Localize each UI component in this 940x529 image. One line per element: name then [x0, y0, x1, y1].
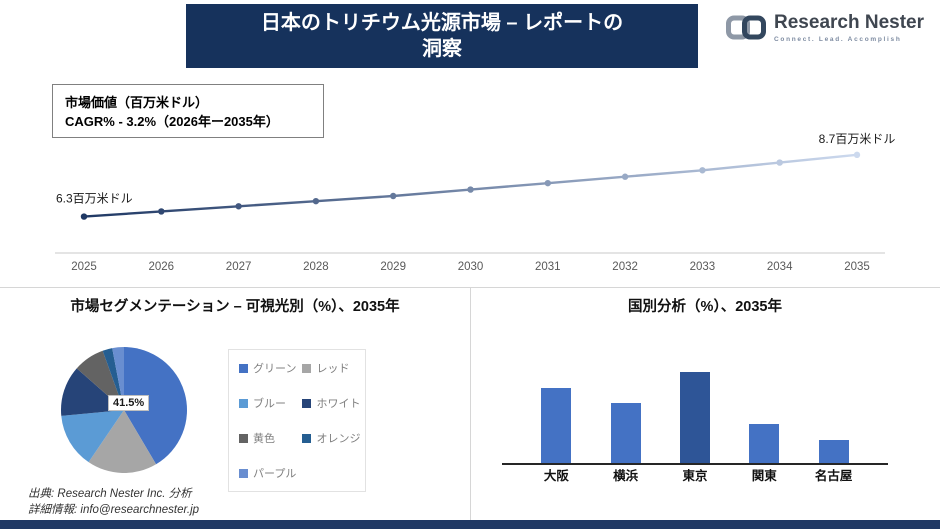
kpi-units-label: 市場価値（百万米ドル） [65, 95, 209, 110]
bar-column: 名古屋 [815, 372, 852, 483]
bar-category-label: 東京 [682, 469, 708, 483]
report-title-line1: 日本のトリチウム光源市場 – レポートの [260, 12, 624, 34]
line-series [83, 153, 858, 218]
legend-label: 黄色 [253, 433, 275, 445]
legend-swatch-icon [239, 363, 248, 373]
x-tick-label: 2033 [690, 261, 716, 273]
line-data-point [80, 213, 88, 220]
x-tick-label: 2025 [71, 261, 97, 273]
legend-label: グリーン [253, 363, 297, 375]
bar-関東 [749, 424, 780, 463]
logo-name: Research Nester [774, 12, 924, 33]
research-nester-logo: Research Nester Connect. Lead. Accomplis… [725, 13, 924, 43]
x-tick-label: 2031 [535, 261, 561, 273]
legend-label: レッド [316, 363, 350, 375]
line-data-point [235, 203, 242, 210]
footer-notes: 出典: Research Nester Inc. 分析 詳細情報: info@r… [28, 486, 199, 518]
pie-slice-レッド [88, 410, 157, 473]
bar-column: 関東 [749, 372, 780, 483]
legend-item: レッド [302, 360, 360, 376]
pie-section-title: 市場セグメンテーション – 可視光別（%）、2035年 [70, 299, 400, 315]
bar-東京 [679, 372, 710, 463]
legend-swatch-icon [239, 433, 248, 443]
bar-column: 大阪 [541, 372, 572, 483]
bar-section-title: 国別分析（%）、2035年 [628, 299, 782, 315]
legend-swatch-icon [302, 398, 312, 408]
line-data-point [621, 173, 629, 180]
x-tick-label: 2035 [844, 261, 870, 273]
x-tick-label: 2029 [380, 261, 406, 273]
x-tick-label: 2032 [612, 261, 638, 273]
contact-note: 詳細情報: info@researchnester.jp [28, 504, 200, 516]
legend-label: パープル [253, 468, 297, 480]
legend-swatch-icon [239, 398, 248, 408]
bar-column: 横浜 [610, 372, 641, 483]
line-data-point [312, 197, 320, 205]
report-title-line2: 洞察 [422, 38, 462, 60]
pie-slice-ブルー [61, 410, 124, 463]
bar-category-label: 大阪 [543, 469, 569, 483]
legend-swatch-icon [302, 363, 312, 373]
kpi-cagr-label: CAGR% - 3.2%（2026年ー2035年） [65, 114, 279, 129]
x-tick-label: 2034 [767, 261, 793, 273]
logo-text: Research Nester Connect. Lead. Accomplis… [774, 12, 924, 44]
x-tick-label: 2030 [458, 261, 484, 273]
report-title-banner: 日本のトリチウム光源市場 – レポートの 洞察 [186, 4, 698, 68]
legend-label: ブルー [253, 398, 286, 410]
line-data-point [390, 192, 397, 200]
bar-横浜 [610, 403, 641, 463]
market-line-chart: 2025 2026 2027 2028 2029 2030 2031 2032 2033 2034… [55, 132, 896, 273]
last-point-label: 8.7百万米ドル [819, 132, 896, 146]
horizontal-divider [0, 287, 940, 288]
kpi-box: 市場価値（百万米ドル） CAGR% - 3.2%（2026年ー2035年） [52, 84, 324, 138]
country-bar-chart: 大阪 横浜 東京 関東 名古屋 [502, 372, 888, 483]
x-tick-label: 2028 [303, 261, 329, 273]
x-tick-label: 2027 [226, 261, 252, 273]
legend-label: ホワイト [316, 398, 361, 410]
vertical-divider [470, 288, 471, 520]
legend-item: オレンジ [302, 430, 360, 446]
x-tick-label: 2026 [149, 261, 175, 273]
line-data-point [853, 151, 861, 159]
legend-item: グリーン [239, 360, 296, 376]
legend-swatch-icon [302, 433, 312, 443]
line-data-point [699, 167, 706, 174]
pie-legend: グリーン レッドブルー ホワイト黄色 オレンジパープル [228, 349, 366, 492]
bar-category-label: 関東 [751, 469, 777, 483]
line-data-point [544, 179, 551, 187]
source-note: 出典: Research Nester Inc. 分析 [28, 488, 192, 500]
legend-label: オレンジ [316, 433, 361, 445]
bar-名古屋 [818, 439, 849, 463]
bottom-accent-bar [0, 520, 940, 529]
legend-item: ホワイト [302, 395, 360, 411]
pie-value-callout: 41.5% [108, 395, 150, 411]
legend-item: パープル [239, 465, 296, 481]
legend-item: 黄色 [239, 430, 296, 446]
logo-tagline: Connect. Lead. Accomplish [774, 36, 902, 43]
pie-slice-グリーン [124, 347, 187, 465]
legend-swatch-icon [239, 468, 248, 478]
pie-slice-パープル [112, 347, 124, 410]
line-data-point [158, 208, 165, 215]
pie-slice-オレンジ [102, 348, 124, 410]
segmentation-pie-chart [61, 347, 187, 473]
bar-大阪 [541, 387, 572, 463]
bar-column: 東京 [679, 372, 710, 483]
first-point-label: 6.3百万米ドル [56, 192, 133, 206]
bar-category-label: 横浜 [613, 469, 639, 483]
bar-category-label: 名古屋 [814, 469, 853, 483]
line-data-point [776, 159, 783, 166]
line-data-point [467, 186, 474, 193]
legend-item: ブルー [239, 395, 296, 411]
research-nester-logo-icon [726, 15, 767, 40]
